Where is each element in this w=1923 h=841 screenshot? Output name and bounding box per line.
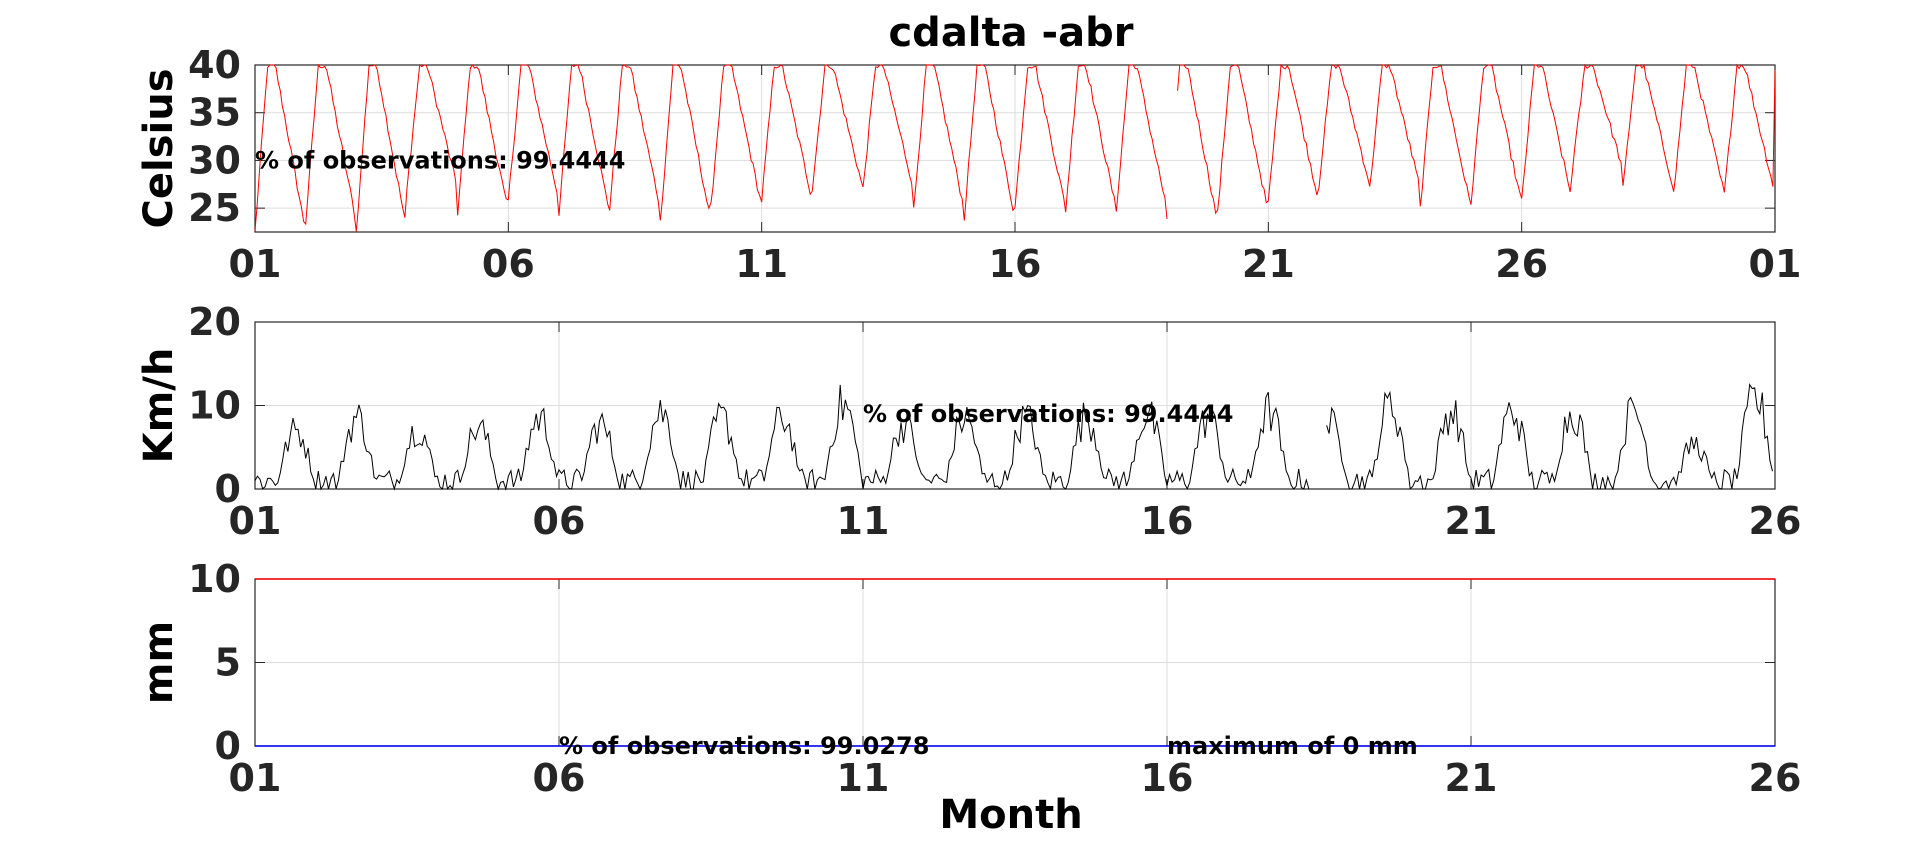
temperature-series-line: [1177, 63, 1776, 215]
y-tick-label: 5: [215, 641, 241, 685]
x-tick-label: 01: [1749, 242, 1802, 286]
x-tick-label: 16: [1141, 756, 1194, 800]
x-tick-label: 16: [989, 242, 1042, 286]
x-tick-label: 01: [229, 756, 282, 800]
x-tick-label: 21: [1445, 756, 1498, 800]
x-tick-label: 01: [229, 499, 282, 543]
y-axis-label: mm: [136, 621, 182, 704]
x-tick-label: 11: [837, 499, 890, 543]
y-tick-label: 0: [215, 467, 241, 511]
x-tick-label: 26: [1749, 499, 1802, 543]
x-tick-label: 06: [482, 242, 535, 286]
x-tick-label: 11: [837, 756, 890, 800]
x-tick-label: 21: [1445, 499, 1498, 543]
x-tick-label: 06: [533, 756, 586, 800]
x-tick-label: 26: [1749, 756, 1802, 800]
x-tick-label: 11: [735, 242, 788, 286]
axes-frame: [254, 321, 1776, 490]
temperature-series-line: [254, 63, 1168, 232]
y-tick-label: 35: [188, 91, 241, 135]
panel-annotation: % of observations: 99.4444: [255, 146, 625, 174]
chart-title: cdalta -abr: [888, 10, 1133, 56]
wind-series-line: [254, 384, 1310, 491]
y-tick-label: 10: [188, 384, 241, 428]
axes-frame: [254, 64, 1776, 233]
x-tick-label: 06: [533, 499, 586, 543]
panel-annotation-max: maximum of 0 mm: [1167, 732, 1418, 760]
y-tick-label: 25: [188, 186, 241, 230]
y-tick-label: 0: [215, 724, 241, 768]
y-tick-label: 40: [188, 43, 241, 87]
wind-series-line: [1326, 383, 1773, 491]
y-tick-label: 10: [188, 557, 241, 601]
y-axis-label: Celsius: [136, 69, 182, 229]
panel-annotation: % of observations: 99.4444: [863, 400, 1233, 428]
panel-annotation: % of observations: 99.0278: [559, 732, 929, 760]
x-tick-label: 16: [1141, 499, 1194, 543]
x-tick-label: 01: [229, 242, 282, 286]
x-tick-label: 21: [1242, 242, 1295, 286]
y-axis-label: Km/h: [136, 348, 182, 464]
y-tick-label: 30: [188, 138, 241, 182]
x-axis-label: Month: [939, 792, 1082, 838]
x-tick-label: 26: [1495, 242, 1548, 286]
y-tick-label: 20: [188, 300, 241, 344]
